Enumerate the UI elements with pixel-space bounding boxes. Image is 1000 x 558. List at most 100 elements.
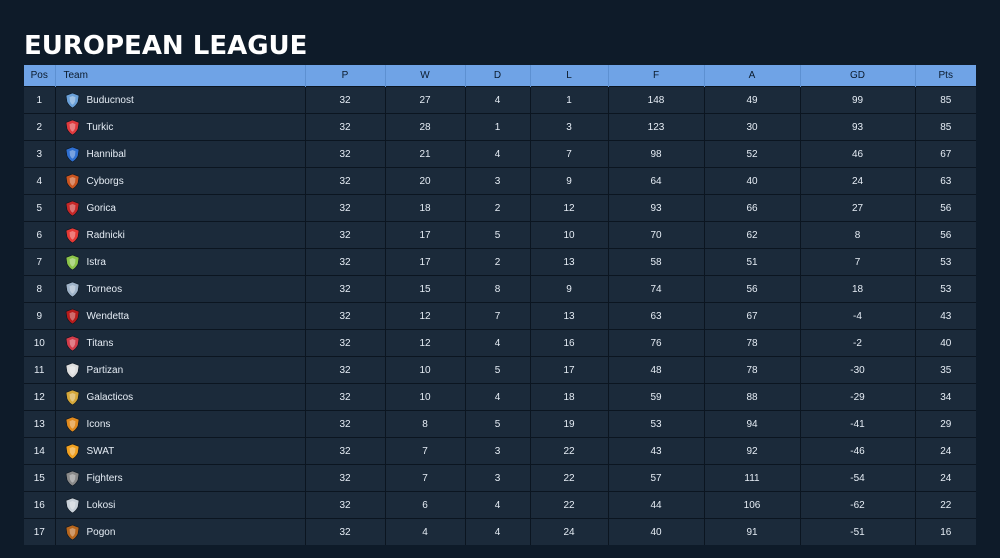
table-row: 5 Gorica 32 18 2 12 93 66 27 56 [24,194,976,222]
points-cell: 53 [915,248,976,276]
team-name: Wendetta [86,310,130,322]
lost-cell: 7 [530,140,609,168]
goals-against-cell: 111 [704,464,801,492]
team-logo-icon [64,119,81,136]
table-row: 10 Titans 32 12 4 16 76 78 -2 40 [24,329,976,357]
goals-for-cell: 57 [608,464,705,492]
position-cell: 1 [24,86,56,114]
goals-for-cell: 74 [608,275,705,303]
team-name: Pogon [86,526,116,538]
team-name: Fighters [86,472,123,484]
points-cell: 24 [915,464,976,492]
played-cell: 32 [305,356,386,384]
position-cell: 2 [24,113,56,141]
table-row: 8 Torneos 32 15 8 9 74 56 18 53 [24,275,976,303]
drawn-cell: 5 [465,356,531,384]
position-cell: 11 [24,356,56,384]
won-cell: 27 [385,86,466,114]
drawn-cell: 1 [465,113,531,141]
team-name: Buducnost [86,94,134,106]
goals-for-cell: 53 [608,410,705,438]
played-cell: 32 [305,194,386,222]
points-cell: 35 [915,356,976,384]
lost-cell: 12 [530,194,609,222]
team-name: Partizan [86,364,124,376]
drawn-cell: 4 [465,140,531,168]
goals-for-cell: 43 [608,437,705,465]
goals-for-cell: 64 [608,167,705,195]
team-logo-icon [64,443,81,460]
team-logo-icon [64,362,81,379]
played-cell: 32 [305,113,386,141]
goal-difference-cell: -4 [800,302,916,330]
played-cell: 32 [305,464,386,492]
column-header-lost: L [530,65,609,87]
drawn-cell: 3 [465,464,531,492]
column-header-against: A [704,65,801,87]
team-logo-icon [64,308,81,325]
goals-against-cell: 106 [704,491,801,519]
team-name: Galacticos [86,391,134,403]
won-cell: 10 [385,383,466,411]
played-cell: 32 [305,410,386,438]
won-cell: 21 [385,140,466,168]
team-logo-icon [64,173,81,190]
team-name: Radnicki [86,229,125,241]
team-cell: Radnicki [55,221,306,249]
position-cell: 16 [24,491,56,519]
won-cell: 7 [385,437,466,465]
goal-difference-cell: -46 [800,437,916,465]
team-cell: Titans [55,329,306,357]
lost-cell: 3 [530,113,609,141]
column-header-for: F [608,65,705,87]
position-cell: 15 [24,464,56,492]
points-cell: 43 [915,302,976,330]
goals-for-cell: 93 [608,194,705,222]
goals-for-cell: 40 [608,518,705,545]
column-header-goal-difference: GD [800,65,916,87]
position-cell: 9 [24,302,56,330]
goals-for-cell: 123 [608,113,705,141]
team-name: Titans [86,337,114,349]
team-name: Hannibal [86,148,126,160]
goal-difference-cell: -51 [800,518,916,545]
page-title: EUROPEAN LEAGUE [24,31,308,61]
goals-against-cell: 94 [704,410,801,438]
won-cell: 12 [385,302,466,330]
goals-against-cell: 91 [704,518,801,545]
team-cell: Fighters [55,464,306,492]
table-row: 3 Hannibal 32 21 4 7 98 52 46 67 [24,140,976,168]
won-cell: 18 [385,194,466,222]
drawn-cell: 5 [465,221,531,249]
position-cell: 10 [24,329,56,357]
lost-cell: 1 [530,86,609,114]
lost-cell: 10 [530,221,609,249]
table-row: 1 Buducnost 32 27 4 1 148 49 99 85 [24,86,976,114]
goals-for-cell: 148 [608,86,705,114]
column-header-won: W [385,65,466,87]
won-cell: 6 [385,491,466,519]
won-cell: 20 [385,167,466,195]
team-name: Cyborgs [86,175,124,187]
standings-body: 1 Buducnost 32 27 4 1 148 49 99 85 2 Turkic 32 28 1 3 12… [24,86,976,545]
points-cell: 85 [915,86,976,114]
lost-cell: 9 [530,275,609,303]
goal-difference-cell: 99 [800,86,916,114]
column-header-points: Pts [915,65,976,87]
goals-for-cell: 48 [608,356,705,384]
won-cell: 10 [385,356,466,384]
table-row: 17 Pogon 32 4 4 24 40 91 -51 16 [24,518,976,545]
position-cell: 7 [24,248,56,276]
played-cell: 32 [305,167,386,195]
points-cell: 85 [915,113,976,141]
team-name: Icons [86,418,111,430]
table-row: 6 Radnicki 32 17 5 10 70 62 8 56 [24,221,976,249]
points-cell: 67 [915,140,976,168]
goals-against-cell: 40 [704,167,801,195]
goal-difference-cell: -62 [800,491,916,519]
team-logo-icon [64,281,81,298]
column-header-drawn: D [465,65,531,87]
goals-for-cell: 63 [608,302,705,330]
won-cell: 17 [385,221,466,249]
points-cell: 56 [915,194,976,222]
